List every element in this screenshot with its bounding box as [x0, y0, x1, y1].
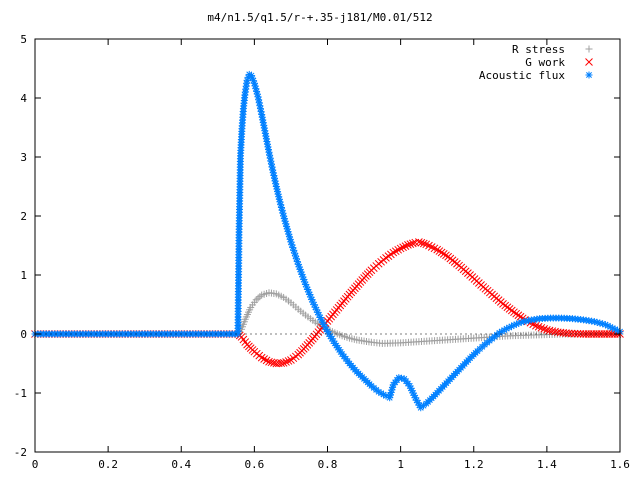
- data-point: [252, 296, 260, 304]
- data-point: [534, 322, 543, 331]
- x-tick-label: 1.4: [537, 458, 557, 471]
- x-tick-label: 1.6: [610, 458, 630, 471]
- data-point: [573, 329, 582, 338]
- data-point: [260, 355, 268, 363]
- data-point: [408, 239, 417, 248]
- data-point: [243, 76, 251, 84]
- data-point: [256, 293, 264, 301]
- data-point: [532, 321, 540, 330]
- legend-marker: [585, 45, 593, 53]
- legend-label: R stress: [512, 43, 565, 56]
- data-point: [567, 329, 576, 338]
- data-point: [414, 399, 422, 407]
- data-point: [564, 329, 573, 338]
- x-tick-label: 0.6: [244, 458, 264, 471]
- data-point: [257, 353, 266, 362]
- data-point: [389, 248, 398, 257]
- x-tick-label: 1.2: [464, 458, 484, 471]
- x-tick-label: 0.8: [318, 458, 338, 471]
- data-point: [262, 356, 271, 365]
- data-point: [433, 245, 442, 254]
- data-point: [394, 245, 403, 254]
- x-tick-label: 1: [397, 458, 404, 471]
- data-point: [396, 244, 405, 253]
- data-point: [415, 238, 423, 246]
- data-point: [404, 241, 412, 249]
- data-point: [442, 251, 450, 260]
- y-tick-label: 3: [20, 151, 27, 164]
- plot-frame: [34, 38, 621, 453]
- legend-marker: [585, 58, 593, 66]
- y-tick-label: 1: [20, 269, 27, 282]
- data-point: [417, 238, 426, 247]
- x-tick-label: 0: [32, 458, 39, 471]
- data-point: [401, 242, 410, 250]
- data-point: [391, 247, 400, 256]
- axes: 0 0.2 0.4 0.6 0.8 1 1.2 1.4 1.6 -2 -1 0 1 2 3 4 5: [14, 33, 630, 471]
- data-point: [277, 359, 286, 367]
- y-tick-label: 5: [20, 33, 27, 46]
- y-tick-label: -2: [14, 446, 27, 459]
- data-point: [399, 243, 407, 252]
- data-point: [267, 358, 276, 367]
- data-point: [419, 239, 428, 248]
- data-point: [540, 324, 548, 333]
- data-point: [279, 359, 288, 367]
- data-point: [435, 247, 444, 255]
- y-tick-label: -1: [14, 387, 27, 400]
- legend-label: Acoustic flux: [479, 69, 565, 82]
- legend-marker: [585, 71, 593, 79]
- data-point: [265, 357, 273, 366]
- data-point: [437, 248, 446, 257]
- data-point: [439, 250, 448, 258]
- x-tick-label: 0.2: [98, 458, 118, 471]
- series-acoustic-flux: [31, 70, 624, 412]
- series-r-stress: [31, 289, 624, 347]
- data-point: [254, 294, 262, 302]
- data-point: [328, 335, 336, 343]
- plot-area: [31, 70, 624, 412]
- data-point: [406, 240, 415, 248]
- data-point: [570, 329, 579, 338]
- series-g-work: [31, 238, 624, 368]
- chart-title: m4/n1.5/q1.5/r-+.35-j181/M0.01/512: [207, 11, 432, 24]
- data-point: [284, 357, 293, 365]
- data-point: [537, 323, 546, 332]
- y-tick-label: 4: [20, 92, 27, 105]
- y-tick-label: 0: [20, 328, 27, 341]
- legend-label: G work: [525, 56, 565, 69]
- data-point: [300, 275, 308, 283]
- x-tick-label: 0.4: [171, 458, 191, 471]
- data-point: [282, 358, 290, 366]
- y-tick-label: 2: [20, 210, 27, 223]
